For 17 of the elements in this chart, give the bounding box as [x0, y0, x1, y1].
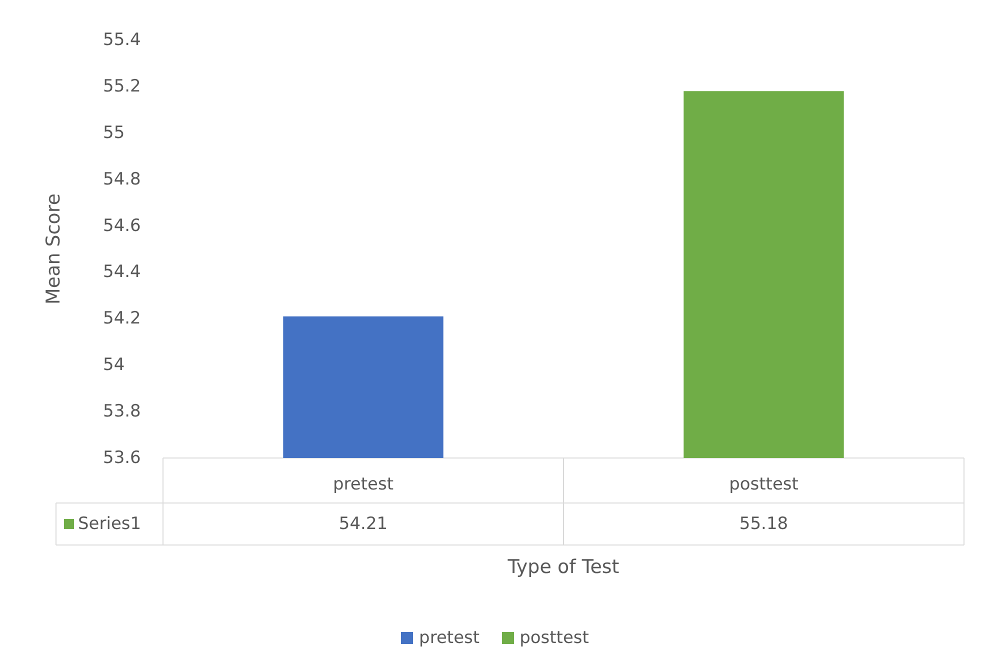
y-tick-label: 55 — [103, 122, 125, 143]
x-axis-title: Type of Test — [506, 556, 620, 578]
data-label: 55.18 — [739, 514, 788, 534]
y-tick-label: 54.4 — [103, 262, 141, 282]
y-tick-label: 54 — [103, 355, 125, 376]
category-label: posttest — [520, 628, 589, 648]
y-tick-label: 53.8 — [103, 402, 141, 422]
y-tick-label: 54.2 — [103, 308, 141, 329]
y-tick-label: 54.8 — [103, 169, 141, 190]
y-tick-label: 54.6 — [103, 216, 141, 236]
y-tick-label: 55.2 — [103, 76, 141, 96]
legend-label: Series1 — [78, 514, 142, 534]
category-label: pretest — [419, 628, 480, 648]
y-tick-label: 53.6 — [103, 448, 141, 468]
y-tick-label: 55.4 — [103, 30, 141, 50]
y-axis-title: Mean Score — [42, 193, 64, 305]
data-label: 54.21 — [338, 514, 388, 534]
